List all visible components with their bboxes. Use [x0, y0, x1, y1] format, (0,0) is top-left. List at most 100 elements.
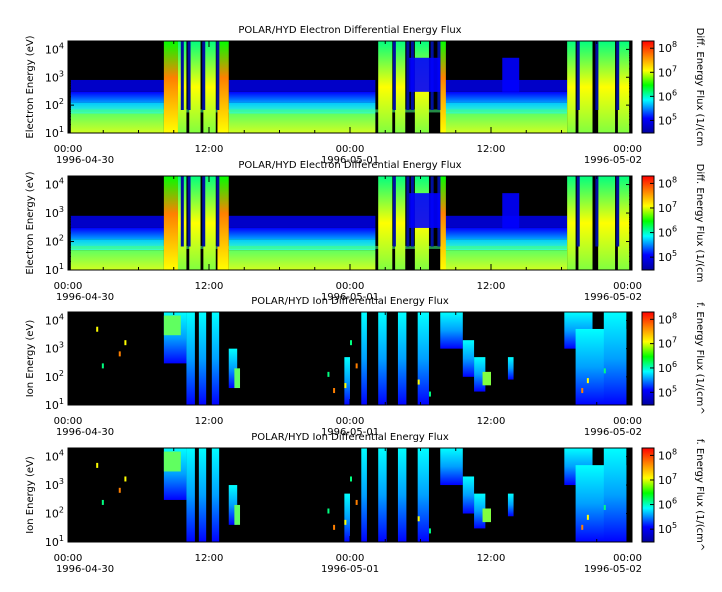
flux-arc-1	[502, 57, 520, 92]
ion-hotspot-0	[163, 315, 181, 336]
flux-band-2-2	[443, 102, 568, 114]
colorbar	[641, 311, 655, 406]
colorbar-tick-label: 106	[658, 88, 677, 103]
flux-band-2-3	[443, 113, 568, 133]
ion-speck-0	[96, 462, 99, 468]
ion-speck-6	[344, 383, 347, 389]
flux-arc-1	[502, 193, 520, 228]
x-tick-time-label: 00:00	[336, 281, 365, 292]
spectrogram-image	[68, 448, 632, 542]
ion-speck-3	[124, 340, 127, 346]
y-tick-label: 104	[45, 41, 64, 56]
ion-plume-13	[507, 357, 514, 380]
colorbar-label: Diff. Energy Flux (1/(cm	[694, 164, 705, 283]
x-tick-time-label: 12:00	[195, 553, 224, 564]
x-tick-date-label: 1996-04-30	[56, 292, 114, 303]
ion-hotspot-1	[234, 504, 241, 525]
y-tick-label: 104	[45, 449, 64, 464]
flux-burst-8	[440, 41, 446, 133]
flux-burst-11	[598, 41, 616, 133]
y-tick-label: 103	[45, 69, 64, 84]
flux-gap-2	[202, 176, 206, 247]
electron-spectrogram-panel-1: POLAR/HYD Electron Differential Energy F…	[25, 25, 705, 166]
colorbar-label: f. Energy Flux (1/(cm^	[694, 439, 705, 551]
y-tick-label: 102	[45, 97, 64, 112]
x-tick-date-label: 1996-05-02	[584, 155, 642, 166]
flux-gap-5	[406, 41, 410, 110]
x-tick-time-label: 12:00	[477, 144, 506, 155]
flux-burst-10	[578, 176, 593, 270]
flux-burst-4	[217, 176, 229, 270]
ion-speck-9	[417, 379, 420, 385]
flux-gap-4	[392, 176, 396, 247]
ion-speck-0	[96, 326, 99, 332]
colorbar-tick-label: 106	[658, 225, 677, 240]
flux-band-0-0	[70, 215, 164, 228]
flux-band-0-3	[70, 113, 164, 133]
ion-plume-11	[462, 476, 475, 514]
flux-band-0-2	[70, 239, 164, 251]
flux-gap-2	[202, 41, 206, 110]
ion-plume-9	[417, 312, 429, 405]
flux-band-1-0	[228, 79, 376, 92]
flux-band-1-1	[228, 227, 376, 240]
ion-plume-8	[397, 312, 407, 405]
x-tick-time-label: 00:00	[54, 553, 83, 564]
ion-plume-11	[462, 340, 475, 377]
x-tick-time-label: 00:00	[54, 144, 83, 155]
x-tick-date-label: 1996-04-30	[56, 155, 114, 166]
flux-arc-0	[409, 57, 441, 92]
colorbar-tick-label: 108	[658, 40, 677, 55]
x-tick-date-label: 1996-05-02	[584, 427, 642, 438]
ion-plume-16	[603, 312, 627, 405]
y-tick-label: 104	[45, 312, 64, 327]
flux-burst-5	[378, 176, 393, 270]
flux-burst-10	[578, 41, 593, 133]
colorbar-tick-label: 108	[658, 311, 677, 326]
colorbar-tick-label: 106	[658, 360, 677, 375]
ion-spectrogram-panel-1: POLAR/HYD Ion Differential Energy Flux Io…	[25, 296, 705, 438]
y-tick-label: 104	[45, 177, 64, 192]
y-tick-label: 102	[45, 506, 64, 521]
colorbar	[641, 447, 655, 543]
ion-speck-4	[327, 508, 330, 514]
flux-gap-5	[406, 176, 410, 247]
x-tick-time-label: 00:00	[336, 416, 365, 427]
x-tick-time-label: 00:00	[613, 553, 642, 564]
ion-speck-13	[603, 504, 606, 510]
colorbar-tick-label: 107	[658, 200, 677, 215]
flux-burst-9	[567, 176, 576, 270]
flux-burst-0	[163, 41, 178, 133]
ion-speck-1	[101, 363, 104, 369]
flux-burst-2	[189, 41, 201, 133]
ion-speck-11	[581, 524, 584, 530]
flux-band-2-1	[443, 227, 568, 240]
x-tick-time-label: 00:00	[613, 281, 642, 292]
colorbar-tick-label: 105	[658, 112, 677, 127]
ion-speck-8	[355, 363, 358, 369]
y-tick-label: 103	[45, 341, 64, 356]
flux-band-2-3	[443, 250, 568, 270]
ion-speck-4	[327, 371, 330, 377]
flux-burst-5	[378, 41, 393, 133]
flux-band-2-2	[443, 239, 568, 251]
y-axis-label: Ion Energy (eV)	[25, 320, 36, 398]
colorbar-tick-label: 107	[658, 336, 677, 351]
colorbar	[641, 40, 655, 134]
spectrogram-image	[68, 312, 632, 405]
ion-speck-7	[350, 476, 352, 482]
electron-spectrogram-panel-2: POLAR/HYD Electron Differential Energy F…	[25, 160, 705, 303]
ion-speck-2	[118, 487, 121, 493]
ion-speck-1	[101, 499, 104, 505]
flux-gap-1	[187, 41, 191, 110]
flux-band-1-2	[228, 239, 376, 251]
flux-gap-11	[616, 41, 620, 110]
colorbar-label: f. Energy Flux (1/(cm^	[694, 302, 705, 414]
ion-hotspot-2	[482, 371, 491, 386]
flux-burst-9	[567, 41, 576, 133]
ion-plume-5	[344, 493, 350, 542]
x-tick-date-label: 1996-04-30	[56, 564, 114, 575]
flux-band-0-0	[70, 79, 164, 92]
flux-band-1-3	[228, 113, 376, 133]
ion-plume-3	[211, 312, 220, 405]
